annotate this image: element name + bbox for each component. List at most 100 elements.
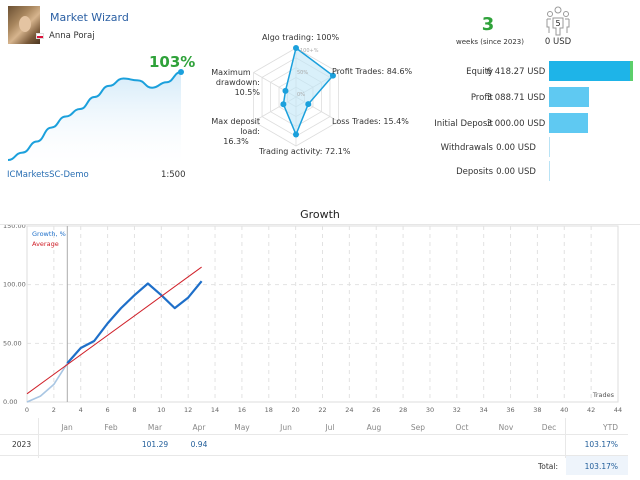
radar-label-deposit-load-line1: Max deposit load: <box>211 117 260 136</box>
x-tick-label: 16 <box>238 406 246 414</box>
ytd-header: YTD <box>603 423 618 432</box>
x-tick-label: 32 <box>453 406 461 414</box>
x-tick-label: 22 <box>318 406 326 414</box>
radar-label-profit: Profit Trades: 84.6% <box>332 67 413 76</box>
radar-scale-inner: 0% <box>297 92 305 98</box>
radar-point <box>305 101 312 108</box>
radar-label-deposit-load: Max deposit load: 16.3% <box>196 117 260 147</box>
growth-percent: 103% <box>149 53 196 71</box>
month-header: Jun <box>280 423 292 432</box>
total-highlight <box>566 456 628 475</box>
author-name[interactable]: Anna Poraj <box>49 31 95 41</box>
month-header: Oct <box>455 423 469 432</box>
x-tick-label: 18 <box>265 406 273 414</box>
growth-chart-title: Growth <box>300 208 340 221</box>
stat-label: Profit <box>470 93 493 103</box>
radar-chart: 100+% 50% 0% <box>253 45 339 147</box>
month-header: Apr <box>192 423 206 432</box>
x-axis-label: Trades <box>592 391 615 399</box>
x-tick-label: 8 <box>132 406 136 414</box>
broker-link[interactable]: ICMarketsSC-Demo <box>7 170 89 180</box>
x-tick-label: 40 <box>560 406 568 414</box>
total-label: Total: <box>537 462 558 471</box>
month-header: Feb <box>104 423 118 432</box>
stat-bar <box>549 137 550 157</box>
stat-bar-accent <box>630 61 633 81</box>
month-header: Jul <box>325 423 335 432</box>
series-line-average <box>26 266 202 395</box>
x-tick-label: 36 <box>506 406 514 414</box>
investors-icon: 5 <box>546 6 570 36</box>
table-divider <box>565 418 566 458</box>
signal-title[interactable]: Market Wizard <box>50 11 129 24</box>
radar-label-deposit-load-line2: 16.3% <box>223 137 249 146</box>
x-tick-label: 6 <box>106 406 110 414</box>
x-tick-label: 44 <box>614 406 622 414</box>
x-tick-label: 38 <box>533 406 541 414</box>
investors-count: 5 <box>555 19 560 28</box>
x-tick-label: 42 <box>587 406 595 414</box>
month-header: Sep <box>410 423 426 432</box>
leverage: 1:500 <box>161 170 186 180</box>
x-tick-label: 28 <box>399 406 407 414</box>
poland-flag-icon <box>36 33 44 39</box>
stat-bar <box>549 161 550 181</box>
y-tick-label: 150.00 <box>3 225 26 230</box>
weeks-label: weeks (since 2023) <box>456 38 524 46</box>
x-tick-label: 30 <box>426 406 434 414</box>
x-tick-label: 14 <box>211 406 219 414</box>
stat-value: 0.00 USD <box>496 143 536 153</box>
month-value: 101.29 <box>141 440 169 449</box>
month-header: Dec <box>541 423 557 432</box>
table-row-line <box>0 455 628 456</box>
x-tick-label: 10 <box>157 406 165 414</box>
table-divider <box>38 418 39 458</box>
radar-point <box>293 131 299 138</box>
month-header: Nov <box>498 423 514 432</box>
mini-chart-endpoint <box>178 69 184 75</box>
radar-point <box>293 45 299 51</box>
stat-value: 6 418.27 USD <box>486 67 546 77</box>
radar-label-activity: Trading activity: 72.1% <box>259 147 351 156</box>
divider <box>0 224 640 225</box>
y-tick-label: 50.00 <box>3 339 22 347</box>
stat-label: Deposits <box>456 167 493 177</box>
x-tick-label: 0 <box>25 406 29 414</box>
x-tick-label: 24 <box>345 406 353 414</box>
stat-bar <box>549 87 589 107</box>
x-tick-label: 20 <box>291 406 299 414</box>
table-row-line <box>0 434 628 435</box>
x-tick-label: 34 <box>480 406 488 414</box>
radar-point <box>329 72 336 79</box>
stat-bar <box>549 61 633 81</box>
row-ytd: 103.17% <box>584 440 618 449</box>
series-line-growth-pre <box>26 362 68 403</box>
avatar[interactable] <box>8 6 40 44</box>
x-tick-label: 4 <box>79 406 83 414</box>
radar-label-drawdown-line2: drawdown: 10.5% <box>215 78 260 97</box>
weeks-count: 3 <box>481 14 495 35</box>
stat-label: Initial Deposit <box>434 119 493 129</box>
x-tick-label: 2 <box>52 406 56 414</box>
radar-label-drawdown: Maximum drawdown: 10.5% <box>196 68 260 98</box>
stat-value: 3 000.00 USD <box>486 119 546 129</box>
legend-average: Average <box>32 240 59 248</box>
month-header: Jan <box>61 423 73 432</box>
legend-growth: Growth, % <box>32 230 66 238</box>
stat-value: 3 088.71 USD <box>486 93 546 103</box>
total-value: 103.17% <box>584 462 618 471</box>
radar-label-loss: Loss Trades: 15.4% <box>332 117 409 126</box>
mini-chart-area <box>8 72 181 164</box>
mini-growth-chart <box>7 69 184 164</box>
x-tick-label: 12 <box>184 406 192 414</box>
radar-label-algo: Algo trading: 100% <box>262 33 340 42</box>
investors-value: 0 USD <box>544 37 572 47</box>
stat-label: Equity <box>466 67 493 77</box>
radar-point <box>282 87 289 94</box>
x-tick-label: 26 <box>372 406 380 414</box>
mini-chart-line <box>7 71 182 161</box>
month-header: Aug <box>366 423 382 432</box>
radar-scale-outer: 100+% <box>300 48 319 54</box>
stat-bar <box>549 113 588 133</box>
month-header: Mar <box>147 423 163 432</box>
